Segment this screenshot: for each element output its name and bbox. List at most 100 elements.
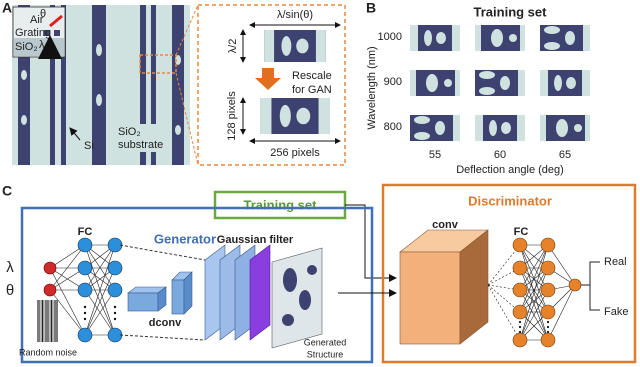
dot xyxy=(83,317,87,321)
tile xyxy=(540,25,590,51)
dot xyxy=(546,325,550,329)
edge xyxy=(519,244,549,341)
wavelength-label: 1000 xyxy=(378,31,402,43)
dot xyxy=(83,305,87,309)
path-shape xyxy=(157,286,167,312)
ellipse-shape xyxy=(96,94,102,106)
rescale-label: for GAN xyxy=(292,84,332,96)
ellipse-shape xyxy=(175,55,181,65)
output-label: Generated xyxy=(304,337,347,347)
inset-sio2: SiO₂ xyxy=(15,41,38,53)
substrate-label: SiO₂ xyxy=(118,126,141,138)
noise-label: Random noise xyxy=(19,347,77,357)
rect-shape xyxy=(44,30,50,36)
edge xyxy=(84,289,116,336)
edge xyxy=(49,267,86,336)
y-label: Wavelength (nm) xyxy=(366,46,378,129)
fc-node xyxy=(512,260,528,276)
edge xyxy=(49,289,86,336)
inset-air: Air xyxy=(30,14,44,26)
polyline-shape xyxy=(345,204,397,282)
edge xyxy=(547,244,576,286)
inset-lambda: λ xyxy=(39,39,45,51)
output-branch xyxy=(575,261,600,286)
ellipse-shape xyxy=(21,70,27,80)
path-shape xyxy=(249,244,271,341)
fc-node xyxy=(540,332,556,348)
rescale-label: Rescale xyxy=(292,70,332,82)
rect-shape xyxy=(172,5,184,165)
tile xyxy=(540,115,590,141)
dot xyxy=(546,330,550,334)
edge xyxy=(487,244,521,286)
edge xyxy=(84,267,116,336)
fc-node xyxy=(540,237,556,253)
line-shape xyxy=(49,14,63,28)
rect-shape xyxy=(399,251,461,345)
fc-node xyxy=(107,282,123,298)
dot xyxy=(518,325,522,329)
output-branch xyxy=(589,285,600,311)
line-shape xyxy=(175,72,199,166)
fc-node xyxy=(512,332,528,348)
edge xyxy=(84,244,116,291)
angle-label: 55 xyxy=(429,149,441,161)
dot xyxy=(518,320,522,324)
discriminator-box xyxy=(381,183,637,364)
edge xyxy=(519,267,549,313)
input-lambda: λ xyxy=(6,259,14,276)
inset-theta: θ xyxy=(40,8,46,20)
height-label: λ/2 xyxy=(227,39,239,54)
fc-node xyxy=(77,327,93,343)
circle-shape xyxy=(282,314,294,326)
angle-label: 65 xyxy=(559,149,571,161)
fc-node xyxy=(512,282,528,298)
ellipse-shape xyxy=(299,290,311,310)
dot xyxy=(113,305,117,309)
ellipse-shape xyxy=(175,125,181,135)
dot xyxy=(113,311,117,315)
rect-shape xyxy=(146,5,151,165)
fc-node xyxy=(107,327,123,343)
tile xyxy=(410,70,460,96)
dot xyxy=(518,330,522,334)
ellipse-shape xyxy=(21,115,27,125)
path-shape xyxy=(271,247,323,349)
rect-shape xyxy=(54,30,60,36)
deconv-blocks xyxy=(119,244,323,349)
input-node xyxy=(43,283,57,297)
tile xyxy=(475,115,525,141)
angle-label: 60 xyxy=(494,149,506,161)
edge xyxy=(519,289,549,341)
edge xyxy=(519,244,549,313)
wavelength-label: 800 xyxy=(384,121,402,133)
rect-shape xyxy=(92,5,106,165)
edge xyxy=(487,284,521,341)
edge xyxy=(519,267,549,341)
gen-fc: FC xyxy=(78,226,93,238)
si-label: Si xyxy=(84,140,94,152)
rect-shape xyxy=(139,54,177,74)
fc-node xyxy=(540,304,556,320)
fc-node xyxy=(512,304,528,320)
dot xyxy=(83,311,87,315)
fc-node xyxy=(540,260,556,276)
conv-cube xyxy=(399,229,489,345)
rect-shape xyxy=(114,124,166,152)
circle-shape xyxy=(307,265,317,275)
disc-fc: FC xyxy=(514,226,529,238)
tile xyxy=(475,70,525,96)
edge xyxy=(487,284,521,291)
dot xyxy=(113,317,117,321)
tile xyxy=(540,70,590,96)
training-label: Training set xyxy=(244,197,318,212)
wavelength-label: 900 xyxy=(384,76,402,88)
rect-shape xyxy=(55,5,61,165)
real-label: Real xyxy=(604,256,627,268)
edge xyxy=(84,244,116,336)
path-shape xyxy=(459,229,489,345)
unit-cell xyxy=(264,30,326,62)
x-label: Deflection angle (deg) xyxy=(456,164,564,176)
generator-box xyxy=(20,206,374,364)
tile xyxy=(475,25,525,51)
